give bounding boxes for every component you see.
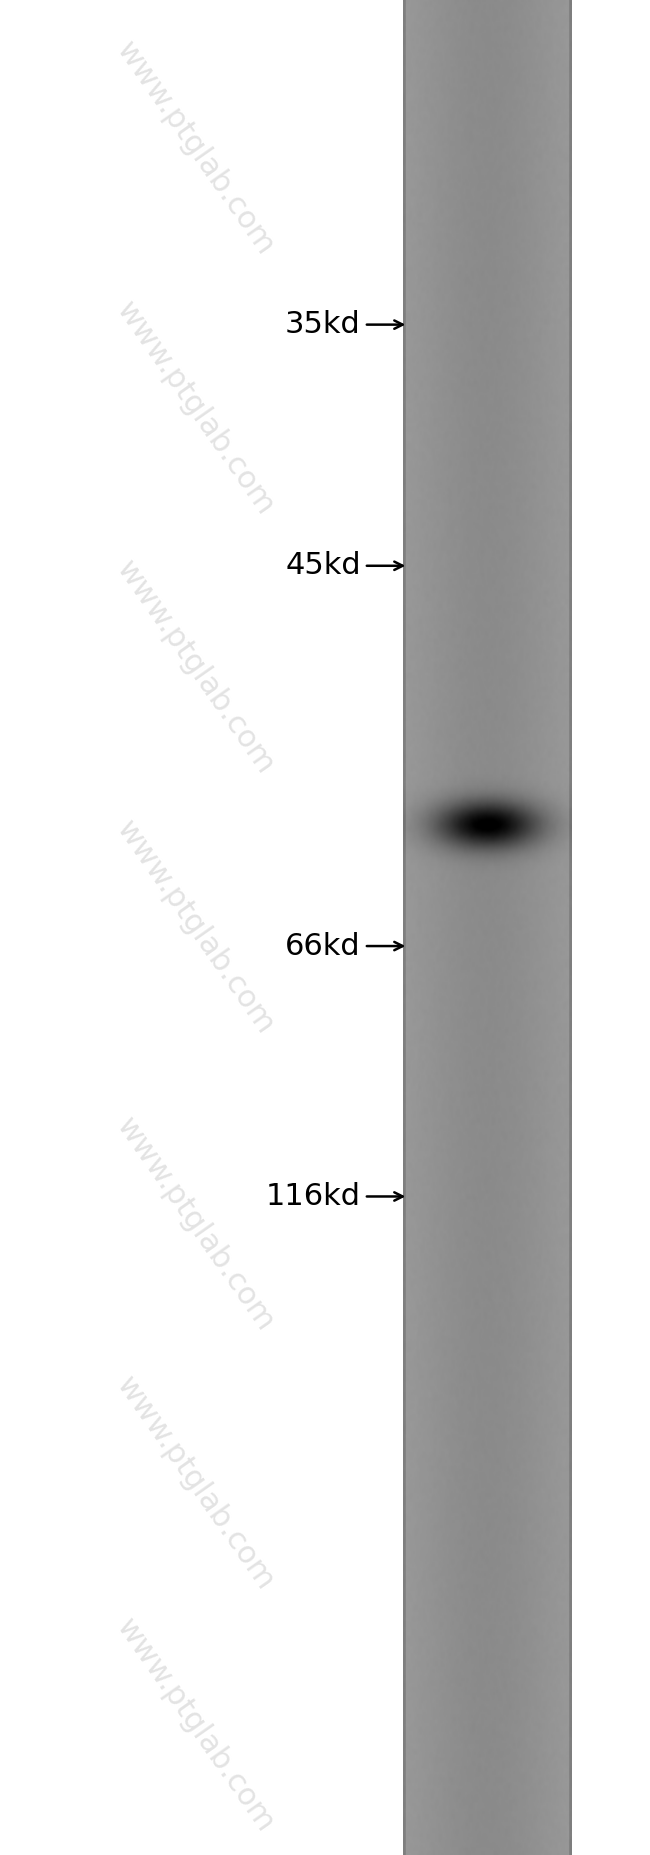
Text: www.ptglab.com: www.ptglab.com	[111, 1373, 280, 1595]
Text: 35kd: 35kd	[285, 310, 361, 339]
Text: 45kd: 45kd	[285, 551, 361, 581]
Text: www.ptglab.com: www.ptglab.com	[111, 556, 280, 779]
Text: www.ptglab.com: www.ptglab.com	[111, 816, 280, 1039]
Text: www.ptglab.com: www.ptglab.com	[111, 297, 280, 519]
Text: www.ptglab.com: www.ptglab.com	[111, 37, 280, 260]
Text: www.ptglab.com: www.ptglab.com	[111, 1113, 280, 1336]
Text: www.ptglab.com: www.ptglab.com	[111, 1614, 280, 1836]
Text: 116kd: 116kd	[266, 1182, 361, 1211]
Text: 66kd: 66kd	[285, 931, 361, 961]
